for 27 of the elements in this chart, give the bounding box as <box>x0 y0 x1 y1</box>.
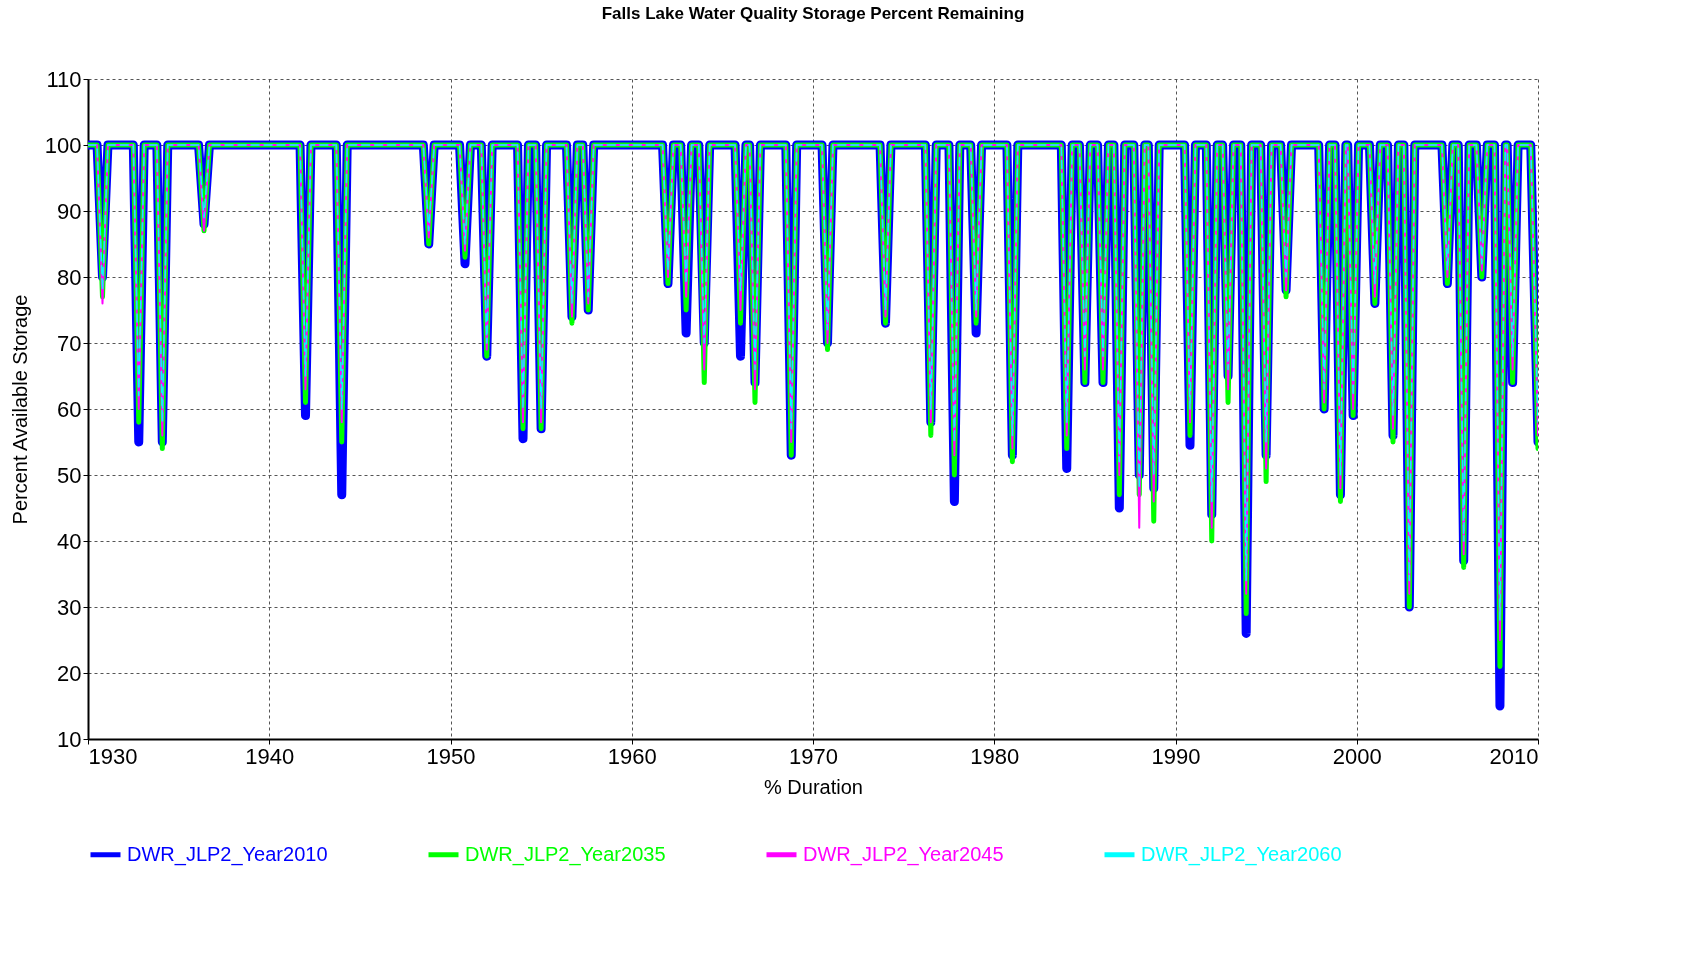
x-axis-title: % Duration <box>764 775 863 798</box>
y-tick-label: 40 <box>57 528 82 554</box>
x-tick-label: 1970 <box>789 743 838 769</box>
x-tick-label: 2000 <box>1332 743 1382 769</box>
y-tick-label: 20 <box>57 660 82 686</box>
y-tick-label: 70 <box>57 330 82 356</box>
y-tick-label: 50 <box>57 462 82 488</box>
x-tick-label: 1960 <box>607 743 657 769</box>
legend-label: DWR_JLP2_Year2060 <box>1141 842 1342 866</box>
y-axis-title: Percent Available Storage <box>8 294 31 525</box>
x-tick-label: 1950 <box>426 743 476 769</box>
chart-title: Falls Lake Water Quality Storage Percent Remaining <box>601 4 1025 23</box>
y-tick-label: 30 <box>57 594 82 620</box>
y-tick-label: 10 <box>57 726 82 752</box>
legend-label: DWR_JLP2_Year2010 <box>127 842 328 866</box>
x-tick-label: 1940 <box>245 743 295 769</box>
y-tick-label: 80 <box>57 264 82 290</box>
x-tick-label: 1990 <box>1151 743 1201 769</box>
x-tick-label: 2010 <box>1489 743 1539 769</box>
y-tick-label: 110 <box>46 66 82 92</box>
y-tick-label: 90 <box>57 198 82 224</box>
y-tick-label: 60 <box>57 396 82 422</box>
x-tick-label: 1930 <box>88 743 138 769</box>
y-tick-label: 100 <box>44 132 82 158</box>
x-tick-label: 1980 <box>970 743 1020 769</box>
legend-label: DWR_JLP2_Year2045 <box>803 842 1004 866</box>
legend-label: DWR_JLP2_Year2035 <box>465 842 666 866</box>
